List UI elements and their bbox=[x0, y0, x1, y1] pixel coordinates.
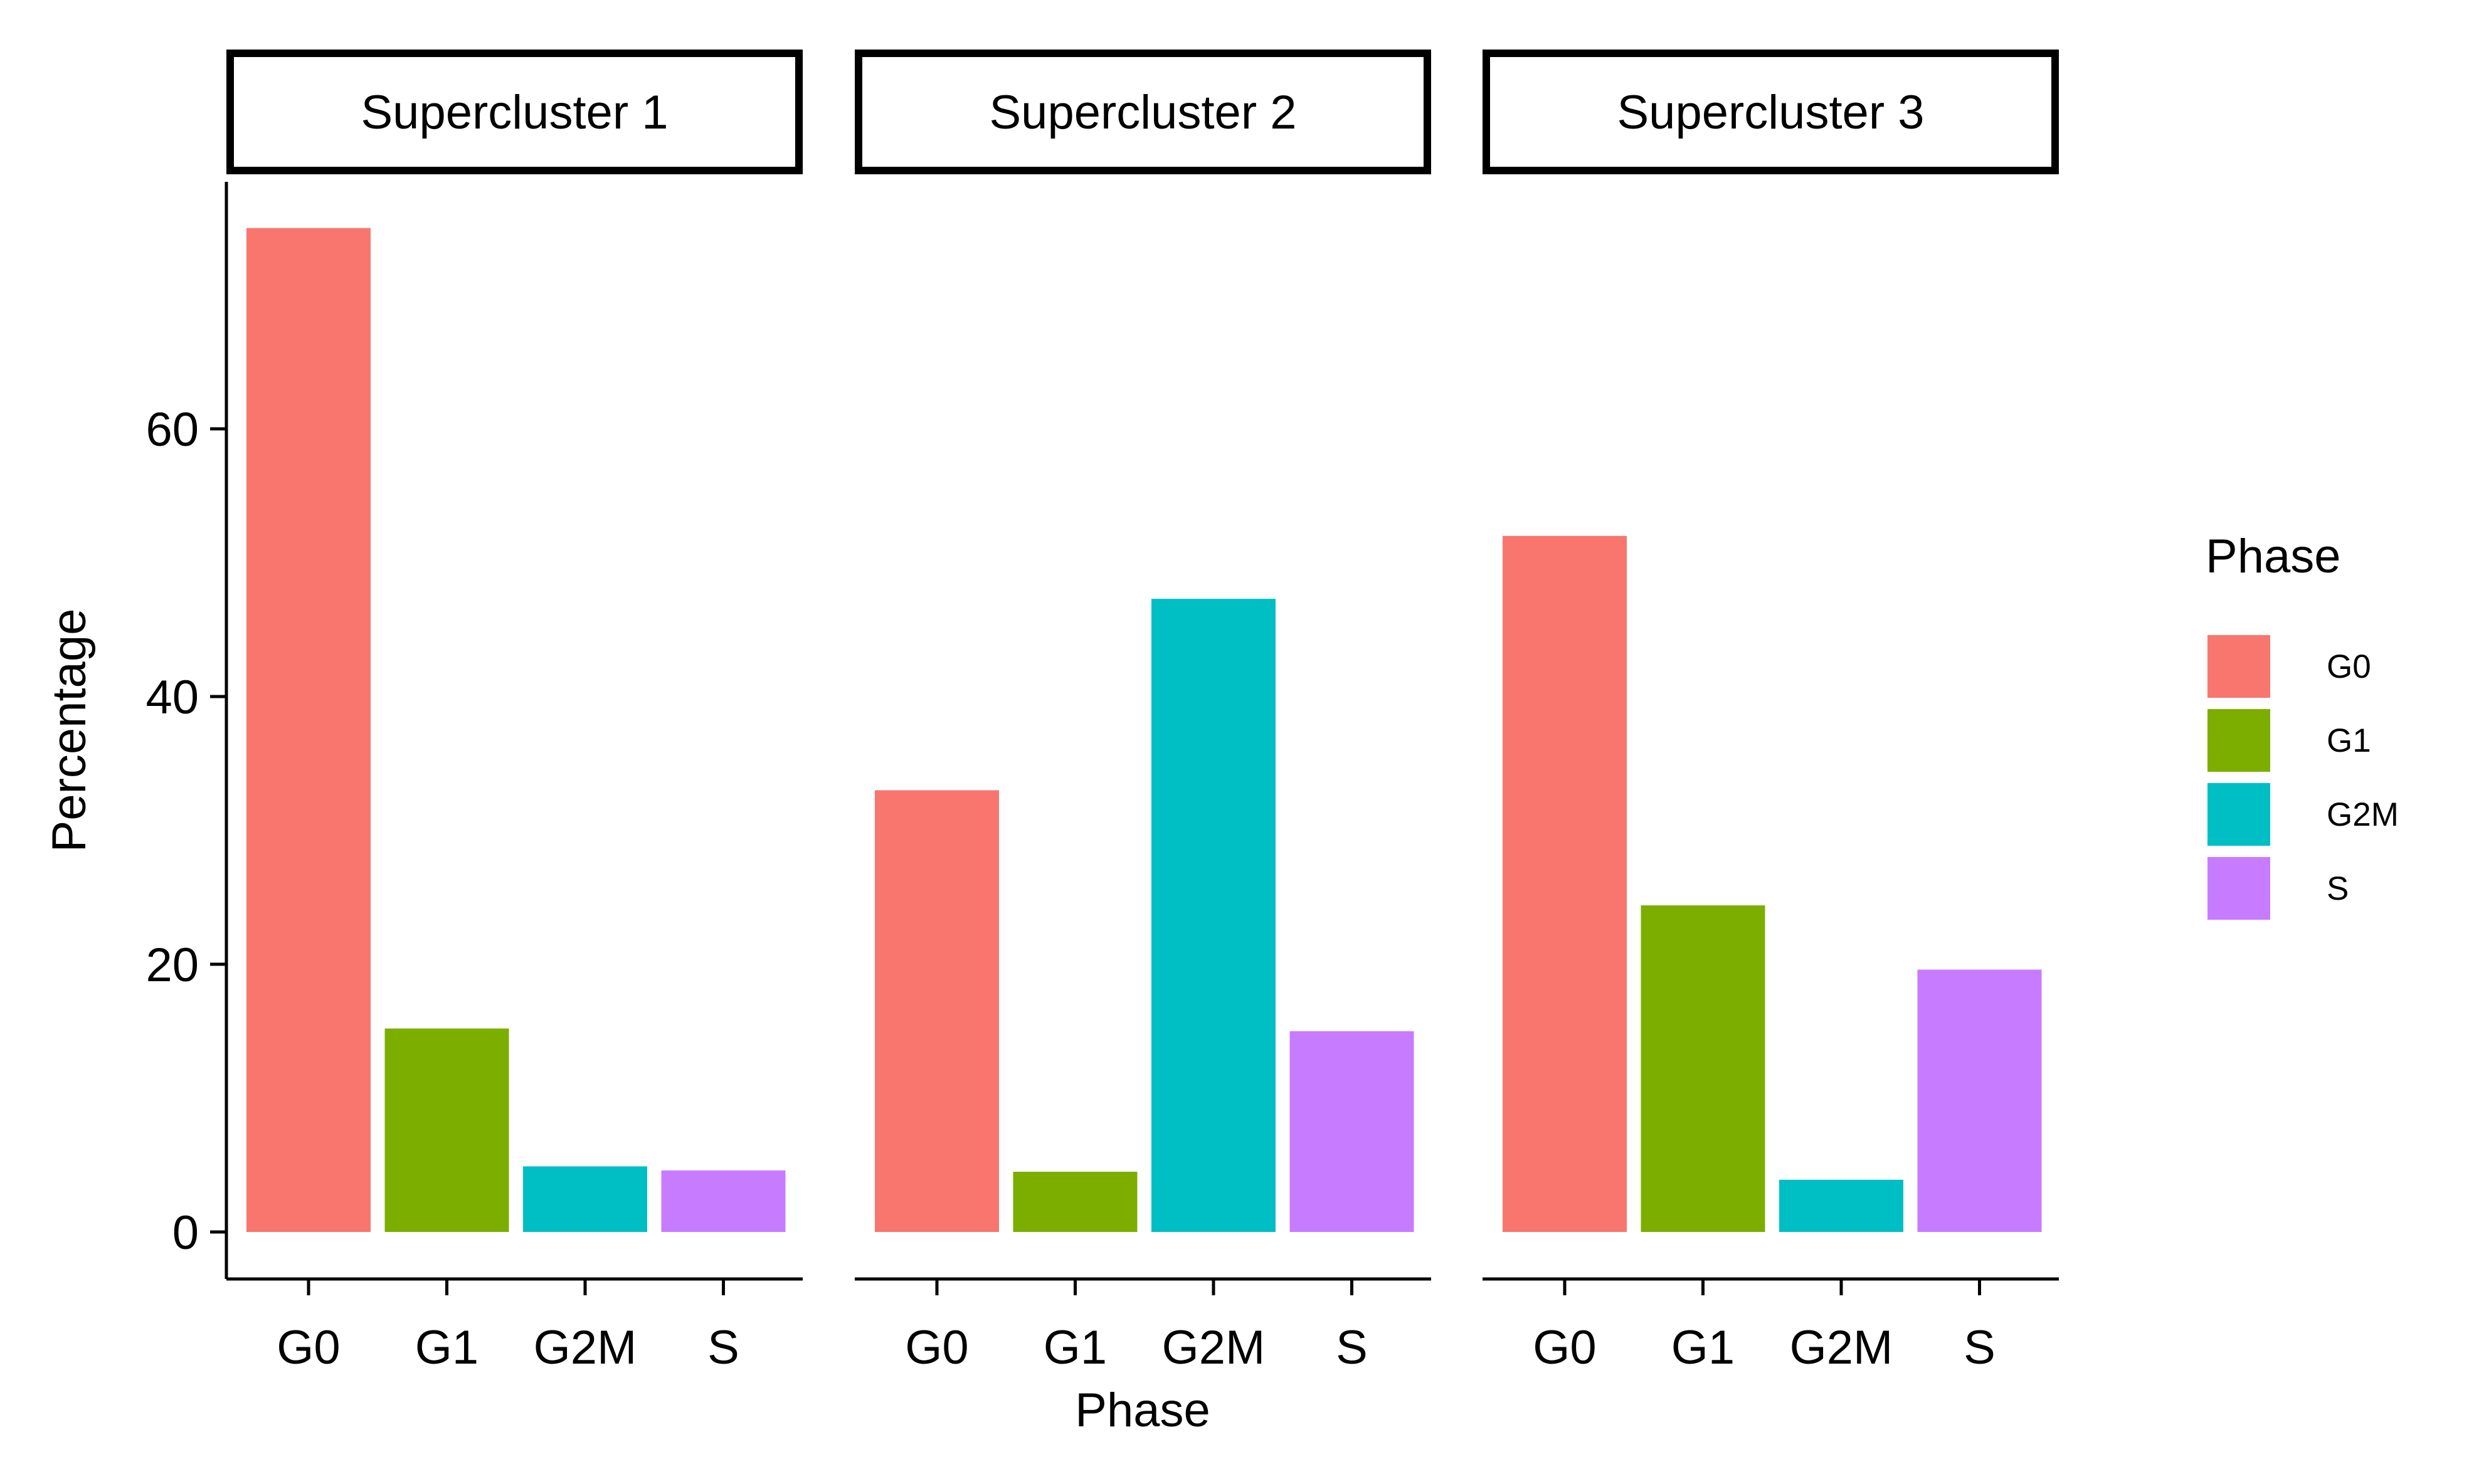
x-tick-label: G0 bbox=[1533, 1321, 1596, 1374]
x-tick-label: G1 bbox=[1671, 1321, 1735, 1374]
x-tick-label: S bbox=[1964, 1321, 1996, 1374]
legend-label: S bbox=[2327, 870, 2349, 907]
y-axis: 0 20 40 60 bbox=[145, 182, 228, 1279]
bar-s bbox=[1289, 1031, 1414, 1232]
legend-item-g2m: G2M bbox=[2207, 783, 2399, 846]
y-axis-title: Percentage bbox=[43, 609, 96, 853]
x-tick-label: G1 bbox=[1044, 1321, 1107, 1374]
x-axis-title: Phase bbox=[1075, 1384, 1210, 1437]
bar-g1 bbox=[1013, 1171, 1138, 1232]
bar-g2m bbox=[1151, 599, 1276, 1232]
x-tick-label: G2M bbox=[1790, 1321, 1893, 1374]
bar-g0 bbox=[1503, 535, 1627, 1232]
legend-label: G1 bbox=[2327, 722, 2371, 759]
strip-label: Supercluster 1 bbox=[361, 86, 668, 139]
legend-item-s: S bbox=[2207, 857, 2349, 920]
bar-g0 bbox=[875, 790, 999, 1232]
panel-2: Supercluster 2 G0 G1 G2M S bbox=[855, 50, 1431, 1374]
x-tick-label: S bbox=[707, 1321, 739, 1374]
strip-label: Supercluster 3 bbox=[1617, 86, 1924, 139]
y-tick-label: 20 bbox=[145, 939, 199, 992]
y-tick-label: 60 bbox=[145, 403, 199, 456]
y-tick-label: 0 bbox=[172, 1206, 199, 1260]
bar-g0 bbox=[246, 228, 371, 1232]
bar-s bbox=[661, 1170, 786, 1232]
strip-label: Supercluster 2 bbox=[989, 86, 1296, 139]
legend-label: G0 bbox=[2327, 648, 2371, 685]
legend-title: Phase bbox=[2206, 530, 2341, 583]
bar-g1 bbox=[1641, 905, 1765, 1232]
legend-key bbox=[2207, 709, 2270, 772]
legend-label: G2M bbox=[2327, 796, 2399, 833]
x-tick-label: S bbox=[1336, 1321, 1368, 1374]
x-tick-label: G0 bbox=[905, 1321, 968, 1374]
legend-key bbox=[2207, 857, 2270, 920]
x-tick-label: G1 bbox=[415, 1321, 478, 1374]
strip-box bbox=[1483, 50, 2059, 174]
x-tick-label: G2M bbox=[1162, 1321, 1266, 1374]
bar-s bbox=[1917, 969, 2042, 1232]
bar-g1 bbox=[384, 1028, 509, 1232]
panels-layer: Supercluster 1 G0 G1 G2M S Supercluster 2 G0 G1… bbox=[226, 50, 2059, 1374]
panel-1: Supercluster 1 G0 G1 G2M S bbox=[226, 50, 803, 1374]
strip-box bbox=[855, 50, 1431, 174]
x-tick-label: G2M bbox=[534, 1321, 637, 1374]
legend-item-g1: G1 bbox=[2207, 709, 2371, 772]
legend-item-g0: G0 bbox=[2207, 635, 2371, 698]
panel-3: Supercluster 3 G0 G1 G2M S bbox=[1483, 50, 2059, 1374]
legend: Phase G0 G1 G2M S bbox=[2206, 530, 2399, 920]
y-tick-label: 40 bbox=[145, 671, 199, 724]
x-tick-label: G0 bbox=[277, 1321, 340, 1374]
strip-box bbox=[226, 50, 803, 174]
legend-key bbox=[2207, 783, 2270, 846]
legend-key bbox=[2207, 635, 2270, 698]
bar-g2m bbox=[1779, 1179, 1903, 1232]
bar-g2m bbox=[523, 1166, 647, 1232]
